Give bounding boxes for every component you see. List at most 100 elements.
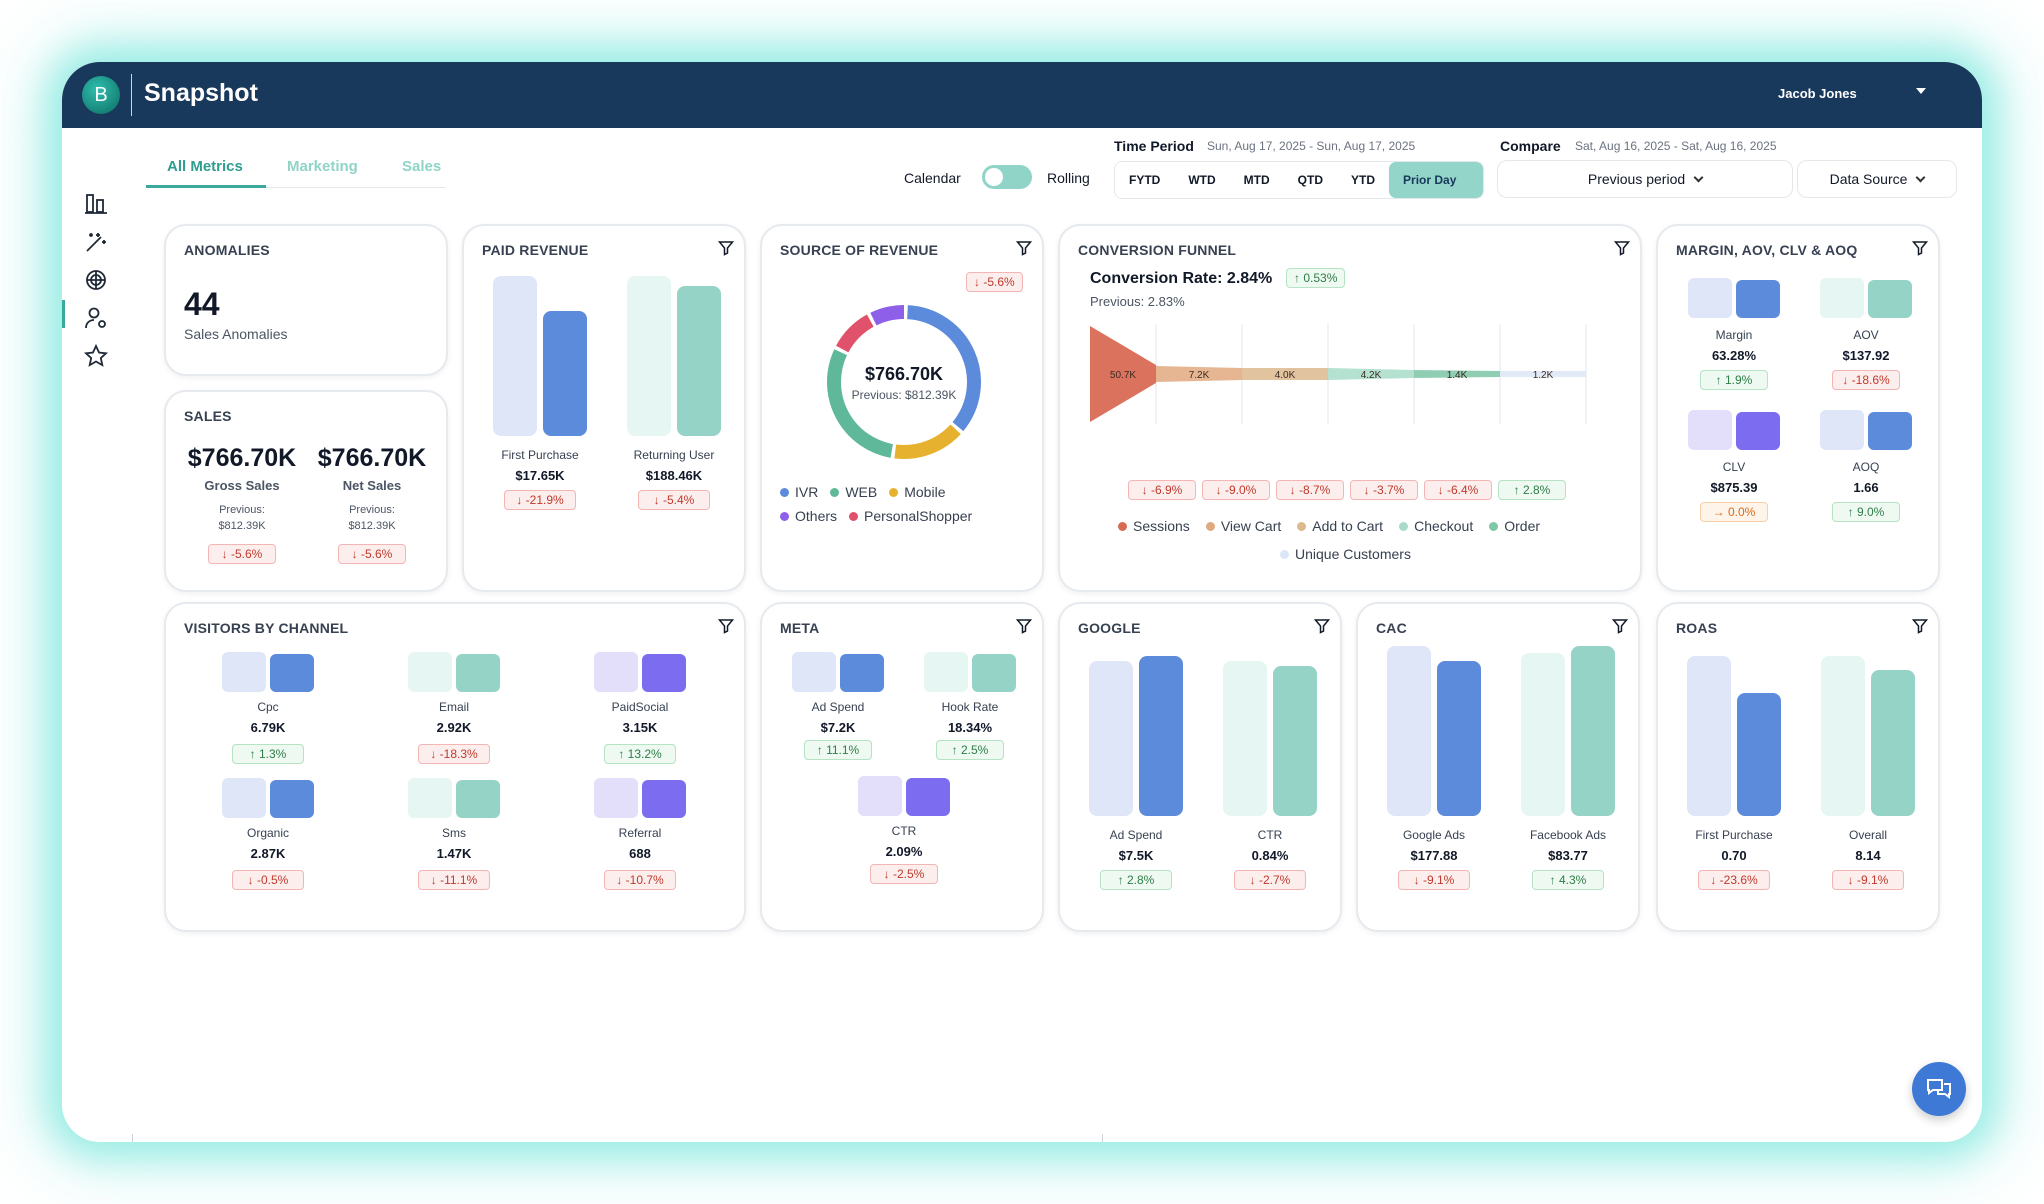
current-bar[interactable]: [1571, 646, 1615, 816]
chevron-down-icon: [1693, 172, 1704, 183]
donut-slice-personalshopper[interactable]: [836, 314, 874, 353]
legend-item-view-cart[interactable]: View Cart: [1205, 518, 1282, 534]
donut-slice-mobile[interactable]: [894, 424, 961, 459]
previous-bar[interactable]: [1223, 661, 1267, 816]
filter-icon[interactable]: [1911, 240, 1929, 256]
period-ytd[interactable]: YTD: [1351, 173, 1376, 187]
change-badge: ↓ -11.1%: [418, 870, 490, 890]
filter-icon[interactable]: [1015, 240, 1033, 256]
conversion-funnel-card[interactable]: CONVERSION FUNNEL Conversion Rate: 2.84%…: [1058, 224, 1642, 592]
funnel-segment-unique-customers[interactable]: [1500, 371, 1586, 377]
current-bar[interactable]: [1871, 670, 1915, 816]
change-value: 13.2%: [627, 747, 662, 761]
period-segmented-control: FYTD WTD MTD QTD YTD Prior Day: [1114, 161, 1484, 199]
period-wtd[interactable]: WTD: [1188, 173, 1216, 187]
roas-card[interactable]: ROAS First Purchase 0.70 ↓ -23.6% Overall 8.…: [1656, 602, 1940, 932]
funnel-chart[interactable]: 50.7K 7.2K 4.0K 4.2K 1.4K 1.2K: [1090, 324, 1610, 464]
legend-item-others[interactable]: Others: [780, 508, 837, 524]
cac-card[interactable]: CAC Google Ads $177.88 ↓ -9.1% Facebook Ads…: [1356, 602, 1640, 932]
current-bar[interactable]: [1437, 661, 1481, 816]
legend-item-ivr[interactable]: IVR: [780, 484, 818, 500]
filter-icon[interactable]: [1015, 618, 1033, 634]
donut-slice-ivr[interactable]: [906, 305, 981, 432]
chat-support-button[interactable]: [1912, 1062, 1966, 1116]
filter-icon[interactable]: [717, 240, 735, 256]
filter-icon[interactable]: [1611, 618, 1629, 634]
legend-item-checkout[interactable]: Checkout: [1399, 518, 1473, 534]
legend-item-personalshopper[interactable]: PersonalShopper: [849, 508, 972, 524]
source-of-revenue-card[interactable]: SOURCE OF REVENUE ↓ -5.6% $766.70K Previ…: [760, 224, 1044, 592]
anomalies-card[interactable]: ANOMALIES 44 Sales Anomalies: [164, 224, 448, 376]
revenue-donut-chart[interactable]: [820, 298, 988, 466]
margin-aov-clv-aoq-card[interactable]: MARGIN, AOV, CLV & AOQ Margin 63.28% ↑ 1.9…: [1656, 224, 1940, 592]
data-source-select[interactable]: Data Source: [1797, 160, 1957, 198]
metric-label: AOQ: [1852, 460, 1880, 474]
previous-bar[interactable]: [1089, 661, 1133, 816]
chart-columns-icon[interactable]: [82, 190, 110, 218]
change-value: 11.1%: [826, 743, 860, 757]
metric-value: $17.65K: [515, 468, 565, 483]
legend-item-mobile[interactable]: Mobile: [889, 484, 945, 500]
current-bar[interactable]: [1273, 666, 1317, 816]
legend-label: Sessions: [1133, 518, 1190, 534]
legend-item-unique-customers[interactable]: Unique Customers: [1280, 546, 1411, 562]
visitors-by-channel-card[interactable]: VISITORS BY CHANNEL Cpc 6.79K ↑ 1.3% Email 2…: [164, 602, 746, 932]
magic-wand-icon[interactable]: [82, 228, 110, 256]
legend-item-add-to-cart[interactable]: Add to Cart: [1297, 518, 1383, 534]
current-bar[interactable]: [543, 311, 587, 436]
scroll-divider: [1102, 1134, 1103, 1142]
previous-bar[interactable]: [627, 276, 671, 436]
arrow-up-icon: ↑: [1117, 873, 1127, 887]
filter-icon[interactable]: [1313, 618, 1331, 634]
current-bar: [456, 780, 500, 818]
donut-center-value: $766.70K: [864, 364, 944, 384]
previous-bar: [1688, 278, 1732, 318]
user-menu-caret-icon[interactable]: [1916, 88, 1926, 94]
donut-slice-others[interactable]: [870, 305, 905, 326]
tab-all-metrics[interactable]: All Metrics: [167, 158, 243, 175]
funnel-segment-sessions[interactable]: [1090, 326, 1156, 422]
paid-revenue-card[interactable]: PAID REVENUE First Purchase $17.65K ↓ -21.…: [462, 224, 746, 592]
filter-icon[interactable]: [717, 618, 735, 634]
current-bar[interactable]: [1139, 656, 1183, 816]
previous-bar[interactable]: [493, 276, 537, 436]
change-value: 1.3%: [258, 747, 287, 761]
legend-item-sessions[interactable]: Sessions: [1118, 518, 1190, 534]
compare-select[interactable]: Previous period: [1497, 160, 1793, 198]
star-sparkle-icon[interactable]: [82, 342, 110, 370]
crosshair-globe-icon[interactable]: [82, 266, 110, 294]
change-value: -9.0%: [1224, 483, 1257, 497]
arrow-down-icon: ↓: [516, 493, 526, 507]
funnel-segment-order[interactable]: [1414, 370, 1500, 378]
previous-bar[interactable]: [1821, 656, 1865, 816]
current-bar[interactable]: [677, 286, 721, 436]
calendar-rolling-toggle[interactable]: [982, 165, 1032, 189]
tab-marketing[interactable]: Marketing: [287, 158, 358, 175]
legend-item-order[interactable]: Order: [1489, 518, 1540, 534]
period-qtd[interactable]: QTD: [1297, 173, 1324, 187]
funnel-segment-add-to-cart[interactable]: [1242, 368, 1328, 380]
funnel-legend-row: Unique Customers: [1280, 546, 1411, 562]
previous-bar[interactable]: [1387, 646, 1431, 816]
funnel-segment-view-cart[interactable]: [1156, 366, 1242, 382]
tab-sales[interactable]: Sales: [402, 158, 442, 175]
user-name[interactable]: Jacob Jones: [1778, 86, 1857, 101]
current-bar[interactable]: [1737, 693, 1781, 816]
donut-slice-web[interactable]: [827, 349, 894, 458]
funnel-segment-checkout[interactable]: [1328, 368, 1414, 380]
google-card[interactable]: GOOGLE Ad Spend $7.5K ↑ 2.8% CTR 0.84% ↓ -2.7…: [1058, 602, 1342, 932]
filter-icon[interactable]: [1613, 240, 1631, 256]
legend-label: View Cart: [1220, 518, 1282, 534]
meta-card[interactable]: META Ad Spend $7.2K ↑ 11.1% Hook Rate 18.34%…: [760, 602, 1044, 932]
user-settings-icon[interactable]: [82, 304, 110, 332]
period-prior-day-dropdown[interactable]: Prior Day: [1389, 162, 1483, 198]
legend-item-web[interactable]: WEB: [830, 484, 877, 500]
filter-icon[interactable]: [1911, 618, 1929, 634]
brand-logo[interactable]: B: [82, 76, 120, 114]
period-mtd[interactable]: MTD: [1243, 173, 1270, 187]
previous-bar[interactable]: [1521, 653, 1565, 816]
sales-label: Net Sales: [342, 478, 402, 493]
sales-card[interactable]: SALES $766.70K Gross Sales Previous: $812.3…: [164, 390, 448, 592]
previous-bar[interactable]: [1687, 656, 1731, 816]
period-fytd[interactable]: FYTD: [1129, 173, 1161, 187]
